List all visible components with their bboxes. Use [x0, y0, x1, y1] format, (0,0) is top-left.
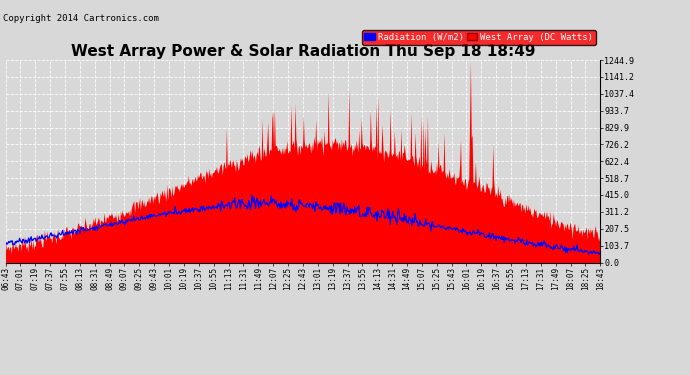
Legend: Radiation (W/m2), West Array (DC Watts): Radiation (W/m2), West Array (DC Watts) — [362, 30, 595, 45]
Text: Copyright 2014 Cartronics.com: Copyright 2014 Cartronics.com — [3, 13, 159, 22]
Title: West Array Power & Solar Radiation Thu Sep 18 18:49: West Array Power & Solar Radiation Thu S… — [70, 44, 535, 59]
